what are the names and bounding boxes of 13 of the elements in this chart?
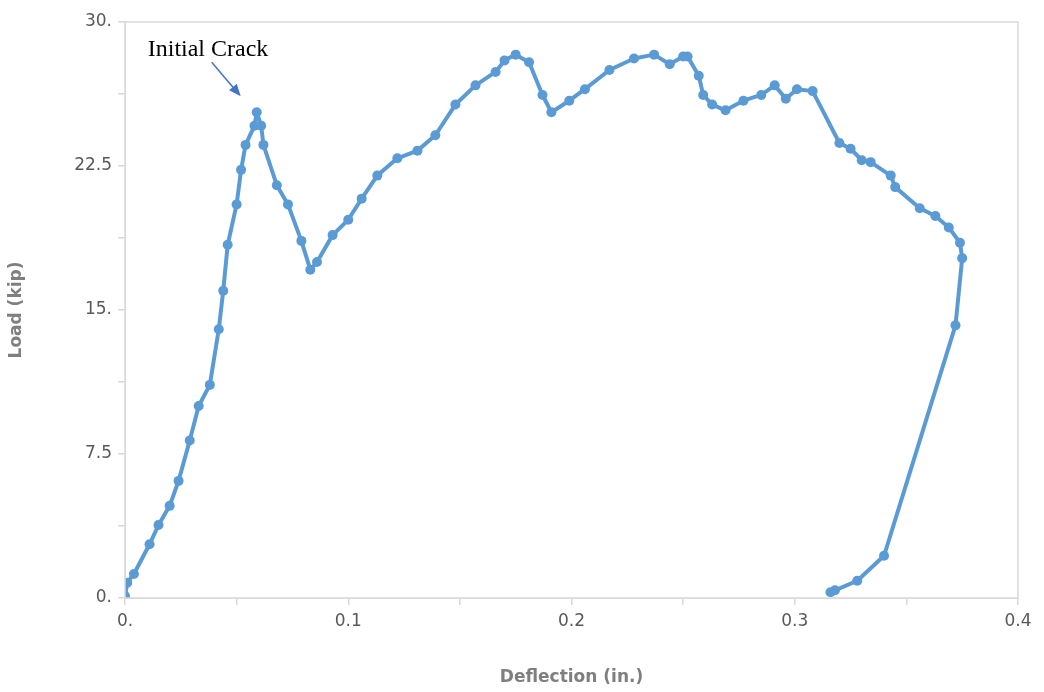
y-axis-title: Load (kip) bbox=[4, 261, 25, 359]
x-tick-label: 0. bbox=[116, 609, 134, 630]
y-tick-label: 30. bbox=[84, 10, 112, 31]
x-tick-label: 0.3 bbox=[781, 609, 809, 630]
annotation: Initial Crack bbox=[147, 35, 269, 62]
x-tick-label: 0.4 bbox=[1004, 609, 1032, 630]
x-tick-label: 0.1 bbox=[334, 609, 362, 630]
x-axis-title: Deflection (in.) bbox=[499, 666, 644, 687]
x-tick-label: 0.2 bbox=[557, 609, 586, 630]
y-tick-label: 22.5 bbox=[74, 154, 112, 175]
y-tick-label: 15. bbox=[84, 298, 112, 319]
y-tick-label: 7.5 bbox=[84, 442, 112, 463]
y-tick-label: 0. bbox=[95, 586, 112, 607]
